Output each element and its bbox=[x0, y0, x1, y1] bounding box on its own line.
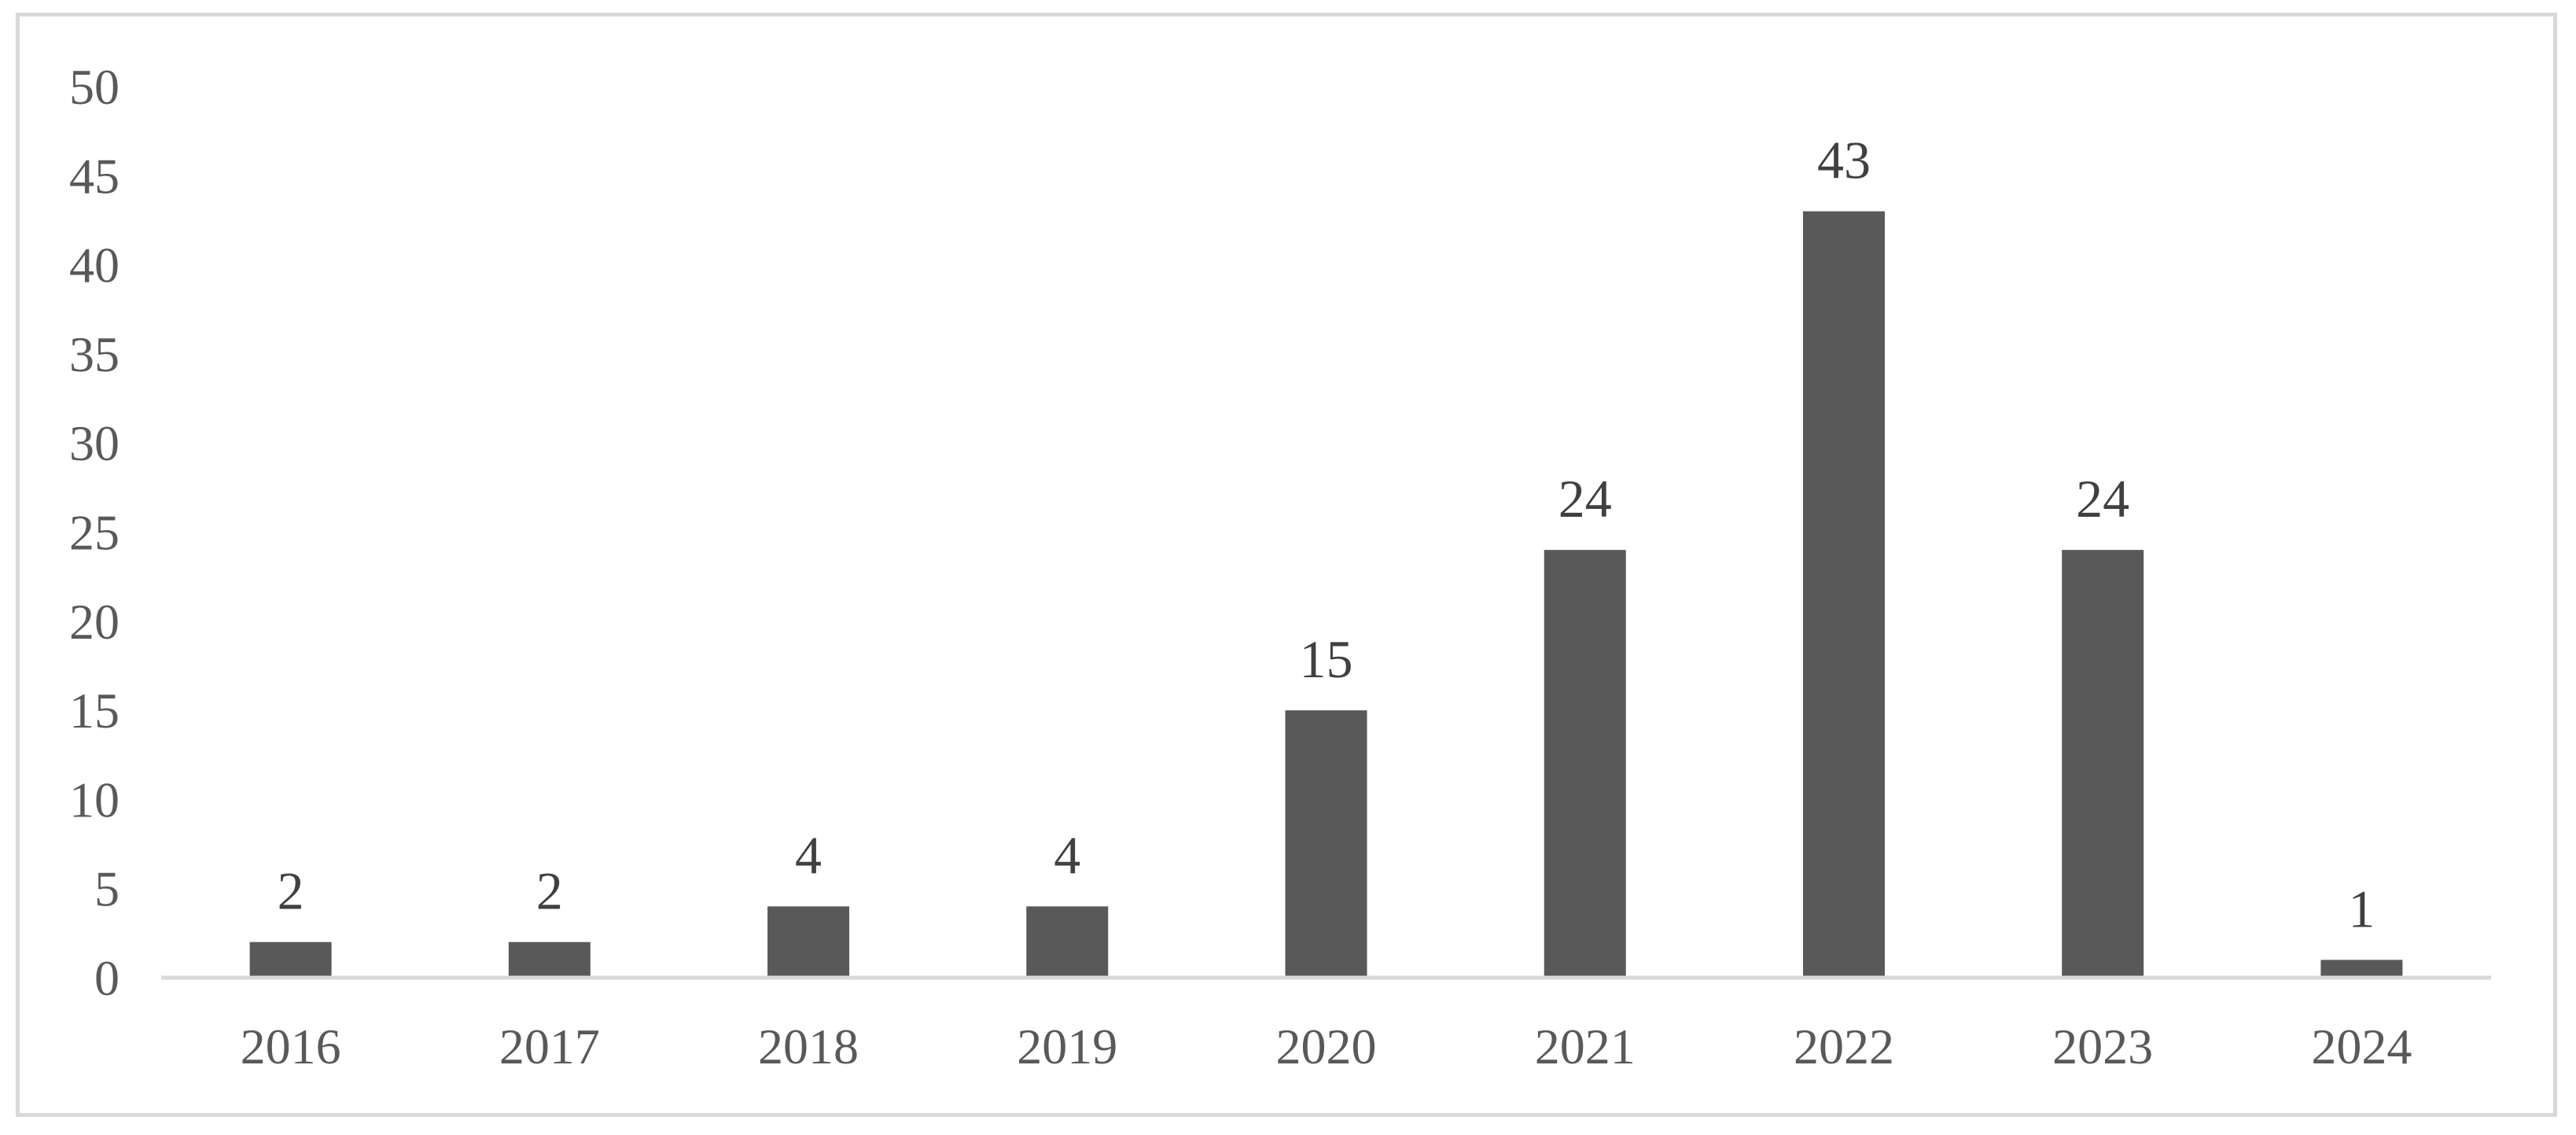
data-label-2016: 2 bbox=[278, 861, 304, 921]
bars bbox=[249, 211, 2403, 978]
data-label-2022: 43 bbox=[1817, 131, 1871, 190]
y-tick-label: 0 bbox=[94, 950, 120, 1006]
bar-2016 bbox=[249, 942, 332, 978]
x-axis-tick-labels: 2016 2017 2018 2019 2020 2021 2022 2023 2024 bbox=[241, 1019, 2412, 1074]
y-tick-label: 35 bbox=[69, 326, 120, 382]
data-label-2024: 1 bbox=[2348, 879, 2375, 938]
y-tick-label: 40 bbox=[69, 238, 120, 293]
y-tick-label: 45 bbox=[69, 148, 120, 204]
bar-2024 bbox=[2320, 960, 2403, 978]
x-tick-label-2017: 2017 bbox=[499, 1019, 600, 1074]
x-tick-label-2016: 2016 bbox=[241, 1019, 341, 1074]
data-label-2019: 4 bbox=[1054, 825, 1080, 885]
bar-2021 bbox=[1544, 550, 1626, 978]
bar-2018 bbox=[767, 906, 850, 978]
x-tick-label-2018: 2018 bbox=[758, 1019, 859, 1074]
data-label-2023: 24 bbox=[2076, 469, 2129, 529]
x-tick-label-2021: 2021 bbox=[1535, 1019, 1636, 1074]
y-tick-label: 5 bbox=[94, 861, 120, 917]
data-label-2020: 15 bbox=[1300, 629, 1353, 689]
bar-2017 bbox=[508, 942, 591, 978]
data-label-2017: 2 bbox=[536, 861, 563, 921]
x-tick-label-2024: 2024 bbox=[2311, 1019, 2412, 1074]
x-tick-label-2020: 2020 bbox=[1276, 1019, 1377, 1074]
data-label-2021: 24 bbox=[1558, 469, 1612, 529]
y-tick-label: 15 bbox=[69, 683, 120, 739]
y-tick-label: 50 bbox=[69, 59, 120, 115]
y-tick-label: 10 bbox=[69, 772, 120, 827]
x-tick-label-2022: 2022 bbox=[1794, 1019, 1894, 1074]
data-label-2018: 4 bbox=[795, 825, 822, 885]
bar-2022 bbox=[1802, 211, 1885, 978]
y-tick-label: 25 bbox=[69, 505, 120, 561]
bar-2023 bbox=[2062, 550, 2144, 978]
x-tick-label-2019: 2019 bbox=[1017, 1019, 1117, 1074]
x-tick-label-2023: 2023 bbox=[2052, 1019, 2153, 1074]
bar-2019 bbox=[1026, 906, 1109, 978]
bar-2020 bbox=[1285, 710, 1367, 978]
y-axis-tick-labels: 0 5 10 15 20 25 30 35 40 45 50 bbox=[69, 59, 120, 1006]
y-tick-label: 30 bbox=[69, 415, 120, 471]
y-tick-label: 20 bbox=[69, 594, 120, 650]
